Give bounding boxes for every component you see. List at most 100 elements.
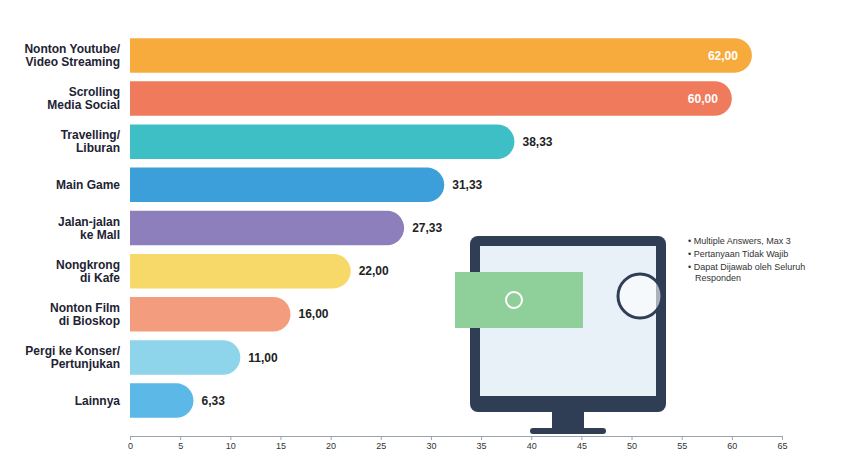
note: • Pertanyaan Tidak Wajib — [688, 249, 788, 259]
x-tick-mark — [581, 436, 582, 440]
note: • Multiple Answers, Max 3 — [688, 236, 791, 246]
x-tick: 55 — [677, 436, 687, 451]
bar — [130, 211, 404, 246]
y-tick-label-line: Jalan-jalan — [58, 215, 120, 229]
x-tick: 5 — [178, 436, 183, 451]
y-tick-label-line: Liburan — [76, 141, 120, 155]
note-line: Responden — [695, 273, 741, 283]
x-tick-label: 30 — [426, 441, 436, 451]
x-tick-label: 10 — [226, 441, 236, 451]
note-line: • Pertanyaan Tidak Wajib — [688, 249, 788, 259]
chart: 62,0060,0038,3331,3327,3322,0016,0011,00… — [0, 0, 845, 463]
bar — [130, 383, 193, 418]
x-tick-mark — [331, 436, 332, 440]
x-tick: 50 — [627, 436, 637, 451]
monitor-base — [530, 428, 606, 434]
y-tick-label-line: Media Social — [47, 98, 120, 112]
x-tick-mark — [481, 436, 482, 440]
bar — [130, 254, 351, 289]
x-tick-label: 15 — [276, 441, 286, 451]
note-line: • Multiple Answers, Max 3 — [688, 236, 791, 246]
x-tick-label: 65 — [777, 441, 787, 451]
bar — [130, 168, 444, 203]
x-tick-label: 55 — [677, 441, 687, 451]
x-tick-label: 50 — [627, 441, 637, 451]
x-tick-mark — [531, 436, 532, 440]
data-label: 6,33 — [201, 394, 225, 408]
y-tick-label-line: Nonton Youtube/ — [24, 42, 120, 56]
x-tick-mark — [431, 436, 432, 440]
data-label: 38,33 — [522, 135, 552, 149]
y-tick: Nonton Filmdi Bioskop — [50, 301, 130, 328]
x-tick-label: 5 — [178, 441, 183, 451]
note: • Dapat Dijawab oleh SeluruhResponden — [688, 262, 805, 283]
data-label: 27,33 — [412, 221, 442, 235]
y-tick-label-line: di Bioskop — [59, 314, 120, 328]
data-label: 22,00 — [359, 264, 389, 278]
data-label: 62,00 — [708, 49, 738, 63]
y-tick-label-line: di Kafe — [80, 271, 120, 285]
y-tick-label: Nonton Youtube/Video Streaming — [24, 42, 120, 69]
x-tick-mark — [632, 436, 633, 440]
y-tick-label-line: ke Mall — [80, 228, 120, 242]
x-tick-label: 35 — [477, 441, 487, 451]
y-tick-label-line: Pertunjukan — [51, 357, 120, 371]
data-label: 16,00 — [298, 307, 328, 321]
x-tick: 60 — [727, 436, 737, 451]
magnifier — [618, 274, 662, 318]
x-axis-line — [131, 437, 783, 441]
x-tick-mark — [782, 436, 783, 440]
x-tick-mark — [381, 436, 382, 440]
x-tick: 30 — [426, 436, 436, 451]
y-tick-label: Travelling/Liburan — [61, 128, 121, 155]
y-tick-label-line: Pergi ke Konser/ — [25, 344, 120, 358]
y-tick-label: Lainnya — [75, 394, 121, 408]
data-label: 11,00 — [248, 351, 278, 365]
x-tick: 25 — [376, 436, 386, 451]
x-tick: 15 — [276, 436, 286, 451]
y-tick-label-line: Scrolling — [69, 85, 120, 99]
y-tick-label-line: Travelling/ — [61, 128, 121, 142]
y-tick: Nongkrongdi Kafe — [56, 258, 130, 285]
data-labels: 62,0060,0038,3331,3327,3322,0016,0011,00… — [201, 49, 738, 408]
x-tick: 20 — [326, 436, 336, 451]
x-tick-label: 40 — [527, 441, 537, 451]
x-tick-mark — [682, 436, 683, 440]
y-tick: Nonton Youtube/Video Streaming — [24, 42, 130, 69]
y-tick-label: Nonton Filmdi Bioskop — [50, 301, 120, 328]
x-tick: 35 — [477, 436, 487, 451]
y-tick: ScrollingMedia Social — [47, 85, 130, 112]
y-tick: Pergi ke Konser/Pertunjukan — [25, 344, 130, 371]
x-tick: 65 — [777, 436, 787, 451]
x-tick-label: 25 — [376, 441, 386, 451]
y-axis: Nonton Youtube/Video StreamingScrollingM… — [24, 42, 130, 408]
bar — [130, 124, 514, 159]
decoration — [455, 236, 666, 434]
x-tick-mark — [230, 436, 231, 440]
bar — [130, 297, 290, 332]
bars — [130, 38, 752, 418]
y-tick-label: Pergi ke Konser/Pertunjukan — [25, 344, 120, 371]
y-tick-label-line: Main Game — [56, 178, 120, 192]
play-icon — [506, 292, 522, 308]
y-tick-label: Main Game — [56, 178, 120, 192]
y-tick: Main Game — [56, 178, 130, 192]
x-tick-label: 60 — [727, 441, 737, 451]
x-tick: 40 — [527, 436, 537, 451]
note-line: • Dapat Dijawab oleh Seluruh — [688, 262, 805, 272]
x-tick: 0 — [128, 436, 133, 451]
y-tick: Lainnya — [75, 394, 130, 408]
x-tick-label: 45 — [577, 441, 587, 451]
y-tick-label: ScrollingMedia Social — [47, 85, 120, 112]
bar — [130, 38, 752, 73]
x-axis: 0 5 10 15 20 25 30 35 40 45 50 55 60 65 — [128, 436, 788, 451]
y-tick-label: Nongkrongdi Kafe — [56, 258, 120, 285]
data-label: 31,33 — [452, 178, 482, 192]
bar — [130, 81, 732, 116]
x-tick: 10 — [226, 436, 236, 451]
x-tick: 45 — [577, 436, 587, 451]
x-tick-label: 20 — [326, 441, 336, 451]
video-card — [455, 272, 583, 328]
x-tick-mark — [732, 436, 733, 440]
y-tick-label-line: Lainnya — [75, 394, 121, 408]
